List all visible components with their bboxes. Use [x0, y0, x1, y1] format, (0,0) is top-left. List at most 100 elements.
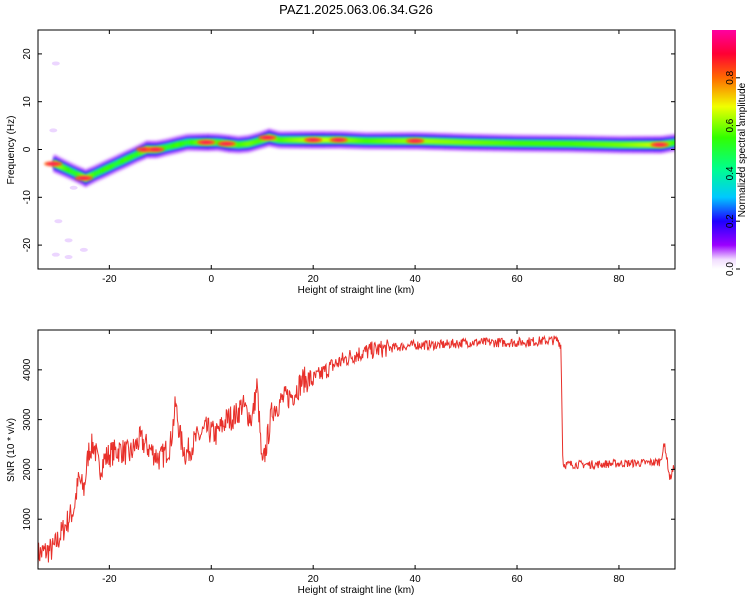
spectrogram-scatter — [49, 61, 88, 260]
spectrogram-cell — [603, 141, 608, 148]
spectrogram-cell — [582, 141, 586, 147]
spectrogram-cell — [123, 156, 128, 163]
spectrogram-cell — [505, 140, 510, 146]
spectrogram-cell — [447, 139, 452, 145]
spectrogram-cell — [398, 138, 403, 144]
x-tick-label: 0 — [208, 574, 214, 585]
spectrogram-cell — [62, 165, 67, 171]
spectrogram-cell — [673, 139, 675, 146]
y-tick-label: -10 — [22, 190, 33, 205]
spectrogram-cell — [545, 140, 550, 147]
spectrogram-noise-speck — [69, 185, 78, 190]
spectrogram-cell — [132, 152, 137, 158]
colorbar-label: Normalized spectral amplitude — [737, 82, 748, 217]
spectrogram-ylabel: Frequency (Hz) — [6, 116, 17, 185]
spectrogram-cell — [551, 141, 556, 147]
spectrogram-heatmap — [44, 61, 675, 260]
spectrogram-cell — [325, 137, 330, 143]
spectrogram-cell — [453, 139, 458, 145]
spectrogram-cell — [352, 137, 357, 144]
spectrogram-cell — [288, 137, 293, 143]
spectrogram-cell — [533, 140, 537, 147]
spectrogram-cell — [258, 137, 262, 144]
spectrogram-cell — [383, 138, 388, 144]
spectrogram-cell — [508, 140, 513, 146]
spectrogram-cell — [117, 159, 122, 166]
spectrogram-cell — [163, 144, 168, 151]
y-tick-label: 10 — [22, 96, 33, 108]
spectrogram-cell — [120, 158, 125, 164]
spectrogram-cell — [135, 151, 140, 157]
spectrogram-peak — [149, 148, 162, 151]
snr-x-ticks: -20 0 20 40 60 80 — [102, 330, 625, 585]
spectrogram-cell — [291, 137, 296, 143]
colorbar-tick-label: 0.6 — [725, 118, 736, 132]
spectrogram-cell — [322, 137, 327, 143]
spectrogram-cell — [129, 154, 134, 160]
snr-series-line — [38, 334, 675, 568]
spectrogram-cell — [566, 141, 571, 147]
spectrogram-peak — [77, 176, 90, 180]
y-tick-label: 0 — [22, 146, 33, 152]
y-tick-label: -20 — [22, 237, 33, 252]
spectrogram-cell — [273, 136, 278, 142]
spectrogram-cell — [74, 171, 79, 177]
spectrogram-cell — [276, 137, 281, 143]
y-tick-label: 4000 — [22, 358, 33, 381]
spectrogram-noise-speck — [79, 247, 88, 252]
spectrogram-cell — [640, 142, 645, 148]
spectrogram-cell — [426, 138, 430, 144]
snr-ylabel: SNR (10 * v/v) — [6, 418, 17, 482]
snr-panel: -20 0 20 40 60 80 1000 2000 3000 4000 Height of … — [6, 329, 676, 596]
spectrogram-cell — [548, 140, 553, 147]
x-tick-label: -20 — [102, 574, 117, 585]
spectrogram-xlabel: Height of straight line (km) — [298, 285, 415, 296]
spectrogram-cell — [466, 139, 470, 145]
spectrogram-cell — [59, 164, 64, 170]
spectrogram-cell — [625, 142, 629, 148]
x-tick-label: 20 — [308, 274, 320, 285]
spectrogram-cell — [631, 142, 635, 148]
spectrogram-cell — [346, 137, 351, 143]
spectrogram-peak — [261, 136, 274, 139]
snr-line-layer — [38, 334, 675, 568]
spectrogram-cell — [401, 138, 406, 144]
spectrogram-cell — [255, 138, 259, 145]
spectrogram-cell — [634, 142, 638, 148]
spectrogram-peak — [409, 139, 422, 143]
x-tick-label: 40 — [410, 574, 422, 585]
spectrogram-cell — [285, 137, 290, 143]
spectrogram-cell — [591, 141, 596, 147]
spectrogram-noise-speck — [49, 128, 58, 133]
spectrogram-cell — [359, 138, 363, 144]
spectrogram-cell — [294, 137, 299, 143]
spectrogram-cell — [282, 137, 287, 143]
spectrogram-cell — [300, 137, 305, 143]
spectrogram-cell — [496, 140, 501, 146]
spectrogram-cell — [554, 141, 559, 147]
spectrogram-ridge-peaks — [44, 134, 669, 181]
spectrogram-cell — [588, 141, 593, 147]
spectrogram-cell — [628, 142, 632, 148]
spectrogram-x-ticks: -20 0 20 40 60 80 — [102, 30, 625, 285]
spectrogram-cell — [389, 138, 394, 144]
spectrogram-cell — [279, 137, 284, 143]
spectrogram-noise-speck — [64, 255, 73, 260]
spectrogram-noise-speck — [64, 238, 73, 243]
spectrogram-noise-speck — [51, 61, 60, 66]
spectrogram-cell — [99, 168, 103, 174]
spectrogram-cell — [493, 140, 498, 146]
snr-xlabel: Height of straight line (km) — [298, 585, 415, 596]
spectrogram-cell — [77, 172, 82, 178]
spectrogram-cell — [499, 140, 504, 146]
spectrogram-cell — [71, 169, 76, 176]
spectrogram-cell — [502, 140, 507, 146]
spectrogram-cell — [557, 141, 562, 147]
spectrogram-cell — [239, 141, 244, 148]
spectrogram-cell — [612, 142, 617, 148]
spectrogram-cell — [68, 168, 73, 174]
spectrogram-cell — [395, 138, 400, 144]
spectrogram-cell — [386, 138, 391, 144]
spectrogram-cell — [126, 155, 131, 161]
